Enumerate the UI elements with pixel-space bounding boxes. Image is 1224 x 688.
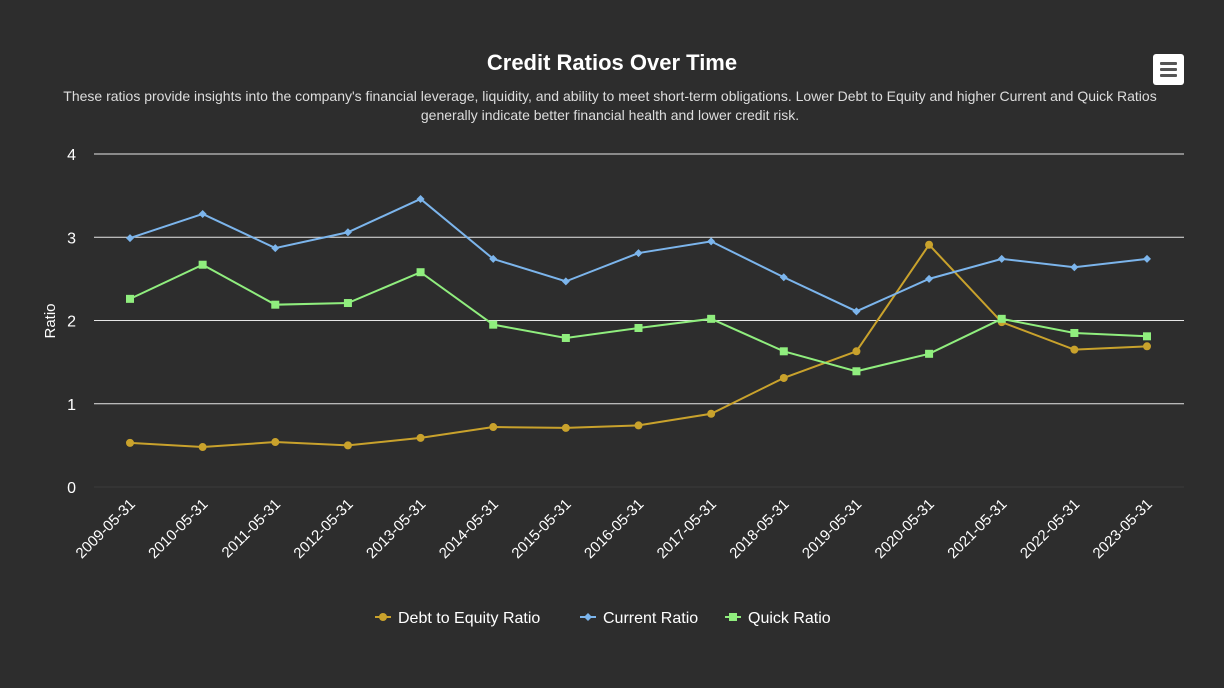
debt-to-equity-ratio-line xyxy=(129,243,1148,449)
current-ratio-point xyxy=(997,254,1006,263)
y-tick-label: 1 xyxy=(67,397,76,414)
legend-marker xyxy=(584,613,592,621)
quick-ratio-point xyxy=(707,314,716,323)
quick-ratio-point xyxy=(343,299,352,308)
x-tick-label: 2014-05-31 xyxy=(436,496,502,562)
chart-title: Credit Ratios Over Time xyxy=(486,50,738,75)
y-tick-label: 2 xyxy=(67,314,76,331)
x-tick-label: 2021-05-31 xyxy=(944,496,1010,562)
debt-to-equity-ratio-point xyxy=(198,443,207,452)
quick-ratio-point xyxy=(489,320,498,329)
current-ratio-point xyxy=(779,273,788,282)
debt-to-equity-ratio-point xyxy=(779,373,788,382)
current-ratio-point xyxy=(634,249,643,258)
debt-to-equity-ratio-point xyxy=(271,438,280,447)
current-ratio-point xyxy=(343,228,352,237)
x-tick-label: 2022-05-31 xyxy=(1017,496,1083,562)
debt-to-equity-ratio-point xyxy=(489,423,498,432)
current-ratio-point xyxy=(561,277,570,286)
debt-to-equity-ratio-point xyxy=(852,347,861,356)
debt-to-equity-ratio-point xyxy=(707,409,716,418)
quick-ratio-point xyxy=(271,300,280,309)
debt-to-equity-ratio-point xyxy=(561,423,570,432)
current-ratio-point xyxy=(271,244,280,253)
current-ratio-point xyxy=(126,234,134,243)
x-tick-label: 2012-05-31 xyxy=(290,496,356,562)
x-tick-label: 2018-05-31 xyxy=(726,496,792,562)
debt-to-equity-ratio-point xyxy=(343,441,352,450)
x-tick-label: 2009-05-31 xyxy=(73,496,139,562)
x-tick-label: 2015-05-31 xyxy=(508,496,574,562)
x-tick-label: 2010-05-31 xyxy=(145,496,211,562)
x-tick-label: 2023-05-31 xyxy=(1090,496,1156,562)
quick-ratio-point xyxy=(1143,332,1151,341)
x-tick-label: 2020-05-31 xyxy=(872,496,938,562)
quick-ratio-point xyxy=(925,349,934,358)
debt-to-equity-ratio-point xyxy=(126,438,134,447)
current-ratio-point xyxy=(416,194,425,203)
quick-ratio-point xyxy=(561,333,570,342)
y-tick-label: 3 xyxy=(67,230,76,247)
debt-to-equity-ratio-point xyxy=(925,240,934,249)
legend-marker xyxy=(729,613,737,621)
legend-marker xyxy=(379,613,387,621)
x-tick-label: 2016-05-31 xyxy=(581,496,647,562)
debt-to-equity-ratio-point xyxy=(1143,342,1151,351)
legend-item[interactable]: Quick Ratio xyxy=(748,610,831,627)
x-tick-label: 2017-05-31 xyxy=(654,496,720,562)
quick-ratio-line xyxy=(129,263,1148,373)
quick-ratio-point xyxy=(852,367,861,376)
quick-ratio-point xyxy=(779,347,788,356)
quick-ratio-point xyxy=(198,260,207,269)
y-tick-label: 4 xyxy=(67,147,76,164)
debt-to-equity-ratio-point xyxy=(634,421,643,430)
quick-ratio-point xyxy=(126,294,134,303)
y-tick-label: 0 xyxy=(67,480,76,497)
x-tick-label: 2011-05-31 xyxy=(219,496,284,561)
current-ratio-point xyxy=(1143,254,1151,263)
legend-item[interactable]: Debt to Equity Ratio xyxy=(398,610,540,627)
y-axis-label: Ratio xyxy=(42,303,59,338)
chart-subtitle: These ratios provide insights into the c… xyxy=(63,88,1157,123)
current-ratio-point xyxy=(707,237,716,246)
debt-to-equity-ratio-point xyxy=(416,433,425,442)
quick-ratio-point xyxy=(1070,328,1079,337)
quick-ratio-point xyxy=(997,314,1006,323)
legend-item[interactable]: Current Ratio xyxy=(603,610,698,627)
current-ratio-point xyxy=(489,254,498,263)
current-ratio-point xyxy=(198,209,207,218)
x-tick-label: 2013-05-31 xyxy=(363,496,429,562)
chart-menu-button[interactable] xyxy=(1153,54,1184,85)
quick-ratio-point xyxy=(416,268,425,277)
x-tick-label: 2019-05-31 xyxy=(799,496,865,562)
current-ratio-point xyxy=(852,307,861,316)
quick-ratio-point xyxy=(634,323,643,332)
current-ratio-point xyxy=(925,274,934,283)
debt-to-equity-ratio-point xyxy=(1070,345,1079,354)
current-ratio-point xyxy=(1070,263,1079,272)
